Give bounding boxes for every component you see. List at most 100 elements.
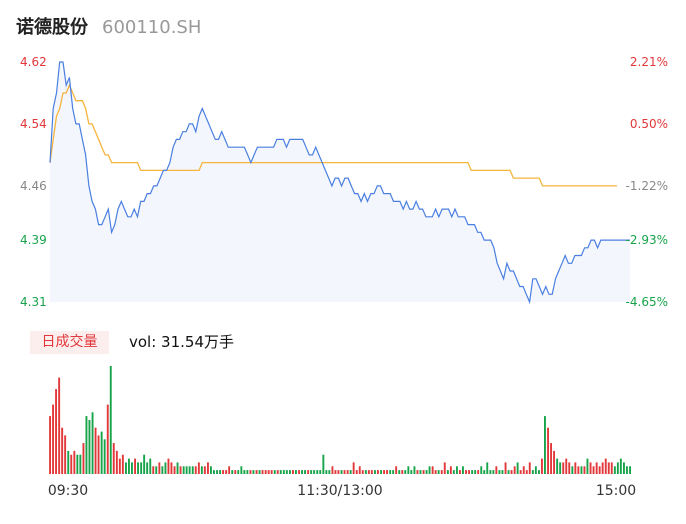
volume-bar-59 (228, 466, 231, 474)
volume-bar-158 (528, 462, 531, 474)
volume-bar-94 (334, 470, 337, 474)
volume-bar-170 (565, 458, 568, 474)
volume-bar-85 (307, 470, 310, 474)
volume-bar-128 (437, 470, 440, 474)
volume-bar-105 (367, 470, 370, 474)
volume-bar-153 (513, 466, 516, 474)
volume-bar-160 (534, 466, 537, 474)
volume-bar-164 (547, 427, 549, 474)
volume-bar-36 (158, 462, 161, 474)
volume-bar-135 (459, 470, 461, 474)
volume-bar-19 (106, 404, 109, 474)
volume-bar-183 (604, 458, 607, 474)
volume-bar-64 (243, 470, 246, 474)
volume-bar-166 (553, 450, 555, 474)
volume-bar-84 (304, 470, 306, 474)
y-tick-right-2: -1.22% (626, 179, 668, 193)
volume-bar-39 (167, 458, 170, 474)
y-axis-ticks: 4.62 4.54 4.46 4.39 4.31 2.21% 0.50% -1.22% -2.9… (20, 55, 668, 309)
volume-bar-111 (386, 470, 388, 474)
volume-bar-71 (264, 470, 267, 474)
volume-bar-3 (58, 377, 61, 474)
volume-bar-6 (67, 450, 70, 474)
volume-bar-119 (410, 470, 413, 474)
volume-bar-1 (52, 404, 54, 474)
volume-bar-24 (121, 454, 124, 474)
volume-bar-168 (559, 462, 562, 474)
volume-bar-10 (79, 454, 82, 474)
volume-bar-179 (592, 466, 595, 474)
volume-bar-107 (374, 470, 376, 474)
volume-bar-165 (550, 443, 552, 474)
volume-bar-38 (164, 462, 167, 474)
volume-bar-80 (292, 470, 294, 474)
volume-bar-159 (531, 470, 534, 474)
y-tick-left-2: 4.46 (20, 179, 47, 193)
volume-bar-72 (267, 470, 270, 474)
volume-bar-116 (401, 470, 404, 474)
volume-bar-32 (146, 462, 149, 474)
volume-bar-42 (176, 462, 179, 474)
volume-bar-88 (316, 470, 319, 474)
volume-bar-151 (507, 470, 510, 474)
volume-bar-127 (434, 470, 437, 474)
volume-bar-30 (140, 462, 143, 474)
volume-bar-47 (191, 466, 194, 474)
volume-bar-89 (319, 470, 322, 474)
volume-bar-16 (97, 435, 100, 474)
volume-bar-117 (404, 470, 407, 474)
volume-bar-181 (598, 466, 601, 474)
volume-bar-114 (395, 466, 398, 474)
volume-bar-125 (428, 466, 431, 474)
y-tick-right-3: -2.93% (626, 233, 668, 247)
volume-bar-21 (112, 443, 115, 474)
volume-bar-86 (310, 470, 313, 474)
x-tick-1: 11:30/13:00 (297, 483, 382, 499)
volume-bar-2 (55, 389, 57, 474)
volume-bar-51 (203, 466, 206, 474)
volume-bar-67 (252, 470, 255, 474)
volume-bar-9 (76, 454, 79, 474)
volume-bar-69 (258, 470, 261, 474)
volume-bar-174 (577, 466, 580, 474)
volume-bar-172 (571, 466, 574, 474)
volume-bar-185 (610, 462, 613, 474)
volume-bar-12 (85, 416, 88, 474)
volume-bar-73 (270, 470, 273, 474)
volume-bar-45 (185, 466, 188, 474)
volume-bar-60 (231, 470, 234, 474)
volume-bar-139 (471, 470, 474, 474)
volume-bar-103 (361, 470, 364, 474)
volume-bar-97 (343, 470, 346, 474)
volume-label: vol: 31.54万手 (129, 333, 234, 351)
volume-bar-189 (623, 462, 625, 474)
y-tick-left-3: 4.39 (20, 233, 47, 247)
volume-bar-137 (465, 470, 467, 474)
series-line-average (49, 83, 617, 187)
volume-tag[interactable]: 日成交量 (30, 331, 109, 354)
volume-bar-141 (477, 470, 480, 474)
volume-bar-173 (574, 462, 577, 474)
volume-bar-29 (137, 462, 139, 474)
stock-header: 诺德股份 600110.SH (16, 13, 201, 39)
volume-bar-11 (82, 443, 85, 474)
volume-bar-58 (225, 470, 228, 474)
volume-bars (49, 366, 631, 474)
volume-bar-22 (115, 450, 118, 474)
volume-bar-132 (449, 466, 452, 474)
volume-bar-162 (541, 458, 543, 474)
x-tick-0: 09:30 (48, 483, 88, 499)
y-tick-right-4: -4.65% (626, 295, 668, 309)
volume-bar-147 (495, 466, 498, 474)
volume-bar-55 (216, 470, 218, 474)
y-tick-right-1: 0.50% (630, 117, 668, 131)
volume-bar-186 (613, 466, 616, 474)
volume-bar-108 (377, 470, 379, 474)
volume-bar-81 (295, 470, 297, 474)
volume-bar-49 (197, 462, 200, 474)
volume-bar-15 (94, 427, 97, 474)
volume-bar-76 (279, 470, 282, 474)
volume-bar-78 (285, 470, 288, 474)
volume-bar-44 (182, 466, 185, 474)
